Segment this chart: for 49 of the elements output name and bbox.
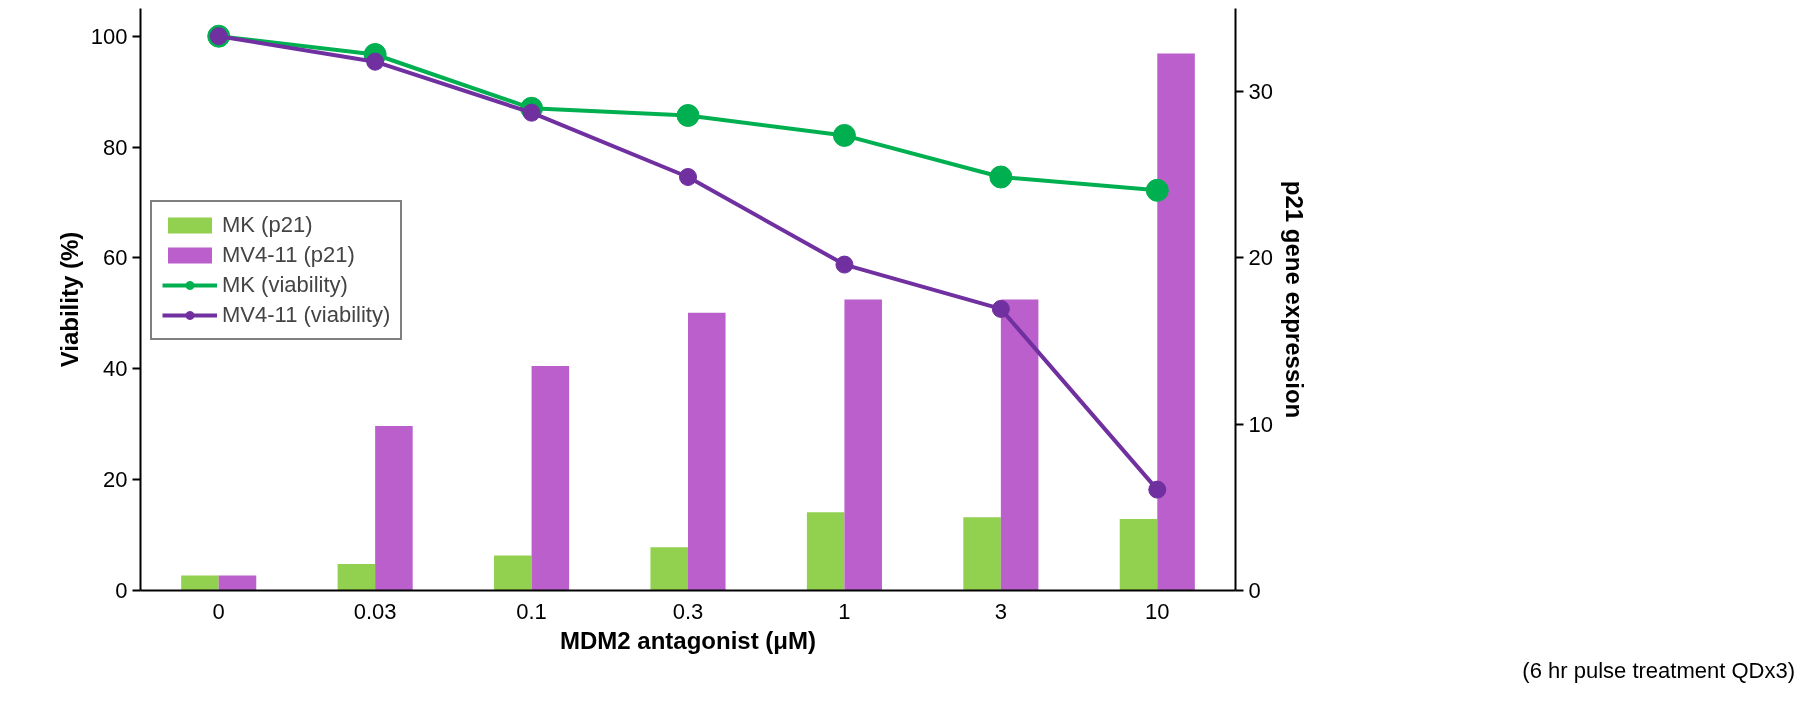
x-tick-label: 3: [994, 598, 1007, 624]
bar: [1157, 53, 1195, 591]
x-tick-label: 0.3: [672, 598, 704, 624]
y2-tick-label: 10: [1248, 411, 1273, 437]
x-tick-label: 1: [838, 598, 851, 624]
bar: [963, 517, 1001, 591]
y2-tick-label: 30: [1248, 79, 1273, 105]
y-tick-label: 80: [103, 134, 128, 160]
y-tick-label: 0: [115, 578, 128, 603]
point: [991, 299, 1010, 318]
bar: [494, 555, 532, 591]
y-axis-title: Viability (%): [55, 231, 83, 368]
bar: [844, 299, 882, 591]
point: [676, 104, 700, 127]
y-tick-label: 20: [103, 467, 128, 493]
point: [366, 52, 385, 71]
point: [989, 165, 1013, 189]
x-tick-label: 10: [1145, 598, 1170, 624]
bar: [531, 366, 570, 591]
bar: [1119, 519, 1158, 591]
bar: [1000, 299, 1039, 591]
point: [1145, 178, 1169, 202]
point: [832, 123, 856, 147]
legend-label: MK (viability): [222, 272, 348, 298]
bar: [218, 575, 257, 591]
point: [1148, 480, 1167, 499]
y-tick-label: 60: [103, 245, 128, 271]
legend-label: MV4-11 (viability): [222, 302, 391, 328]
y-tick-label: 100: [90, 23, 128, 49]
y2-axis-title: p21 gene expression: [1280, 180, 1308, 419]
bar: [688, 312, 726, 591]
bar: [337, 563, 376, 591]
y-tick-label: 40: [103, 356, 128, 382]
point: [522, 103, 541, 122]
x-tick-label: 0.03: [353, 598, 397, 624]
point: [835, 255, 854, 274]
bar: [375, 425, 413, 591]
legend-label: MK (p21): [222, 212, 313, 238]
text: (6 hr pulse treatment QDx3): [1522, 657, 1795, 685]
legend-label: MV4-11 (p21): [222, 242, 355, 268]
bar: [806, 512, 845, 591]
bar: [181, 575, 219, 591]
x-tick-label: 0: [212, 598, 225, 624]
y2-tick-label: 0: [1248, 578, 1261, 603]
bar: [650, 547, 688, 591]
point: [679, 168, 697, 186]
y2-tick-label: 20: [1248, 245, 1273, 271]
x-axis-title: MDM2 antagonist (μM): [560, 626, 816, 654]
x-tick-label: 0.1: [516, 598, 547, 624]
